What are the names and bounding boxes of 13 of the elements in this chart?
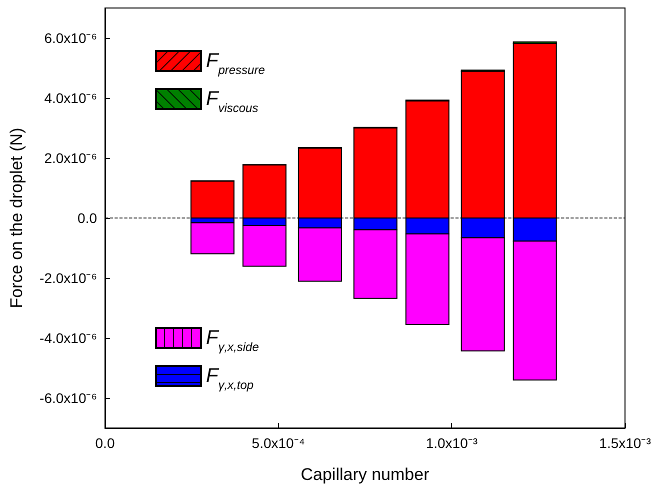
x-tick-label: 0.0 [95,435,115,451]
y-tick-label: 2.0x10⁻⁶ [44,150,97,166]
y-tick-label: -6.0x10⁻⁶ [40,390,97,406]
x-tick-label: 1.5x10⁻³ [599,435,652,451]
y-tick-label: 4.0x10⁻⁶ [44,90,97,106]
y-tick-label: 6.0x10⁻⁶ [44,30,97,46]
y-tick-label: -4.0x10⁻⁶ [40,330,97,346]
y-axis-title: Force on the droplet (N) [7,128,26,308]
x-axis-title: Capillary number [300,465,430,484]
y-tick-label: 0.0 [78,210,98,226]
x-tick-label: 1.0x10⁻³ [426,435,478,451]
y-tick-label: -2.0x10⁻⁶ [40,270,97,286]
x-tick-label: 5.0x10⁻⁴ [252,435,305,451]
